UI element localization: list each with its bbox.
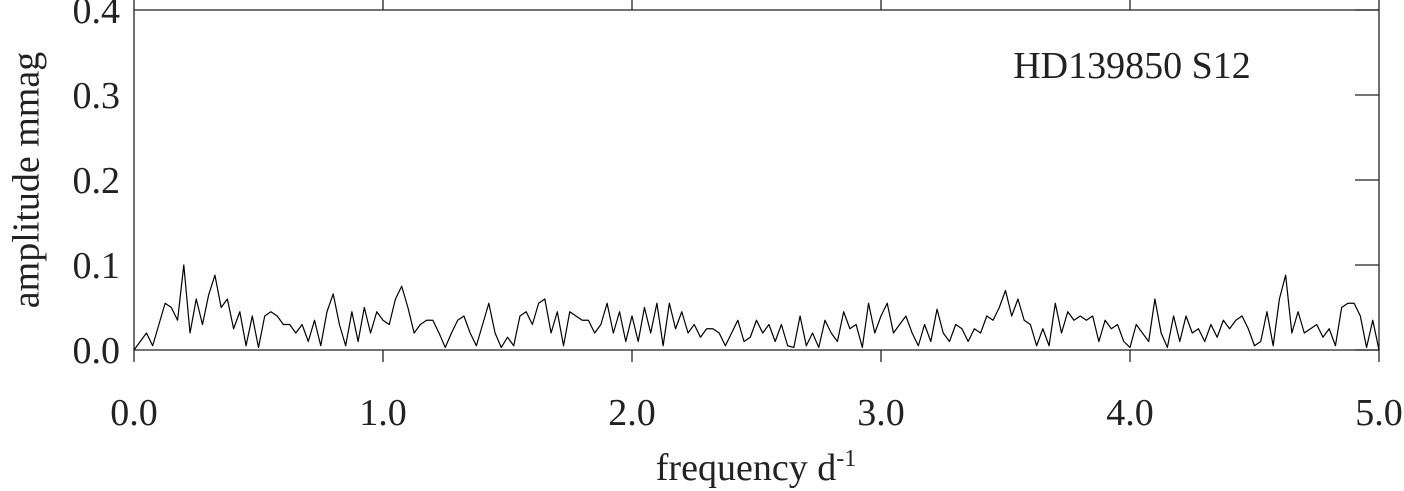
y-tick-label: 0.1: [73, 245, 121, 287]
annotation: HD139850 S12: [1013, 45, 1251, 87]
x-tick-label: 0.0: [110, 392, 158, 434]
y-axis-label: amplitude mmag: [6, 52, 48, 308]
x-tick-label: 5.0: [1355, 392, 1403, 434]
y-tick-label: 0.3: [73, 75, 121, 117]
x-tick-label: 2.0: [608, 392, 656, 434]
x-tick-label: 4.0: [1106, 392, 1154, 434]
x-tick-label: 1.0: [359, 392, 407, 434]
y-tick-label: 0.2: [73, 160, 121, 202]
x-axis-label: frequency d-1: [656, 446, 856, 489]
y-tick-label: 0.0: [73, 330, 121, 372]
x-tick-label: 3.0: [857, 392, 905, 434]
x-axis-label-sup: -1: [836, 446, 856, 472]
x-axis-label-main: frequency d: [656, 447, 836, 489]
y-tick-label: 0.4: [73, 0, 121, 32]
amplitude-line: [133, 264, 1380, 351]
